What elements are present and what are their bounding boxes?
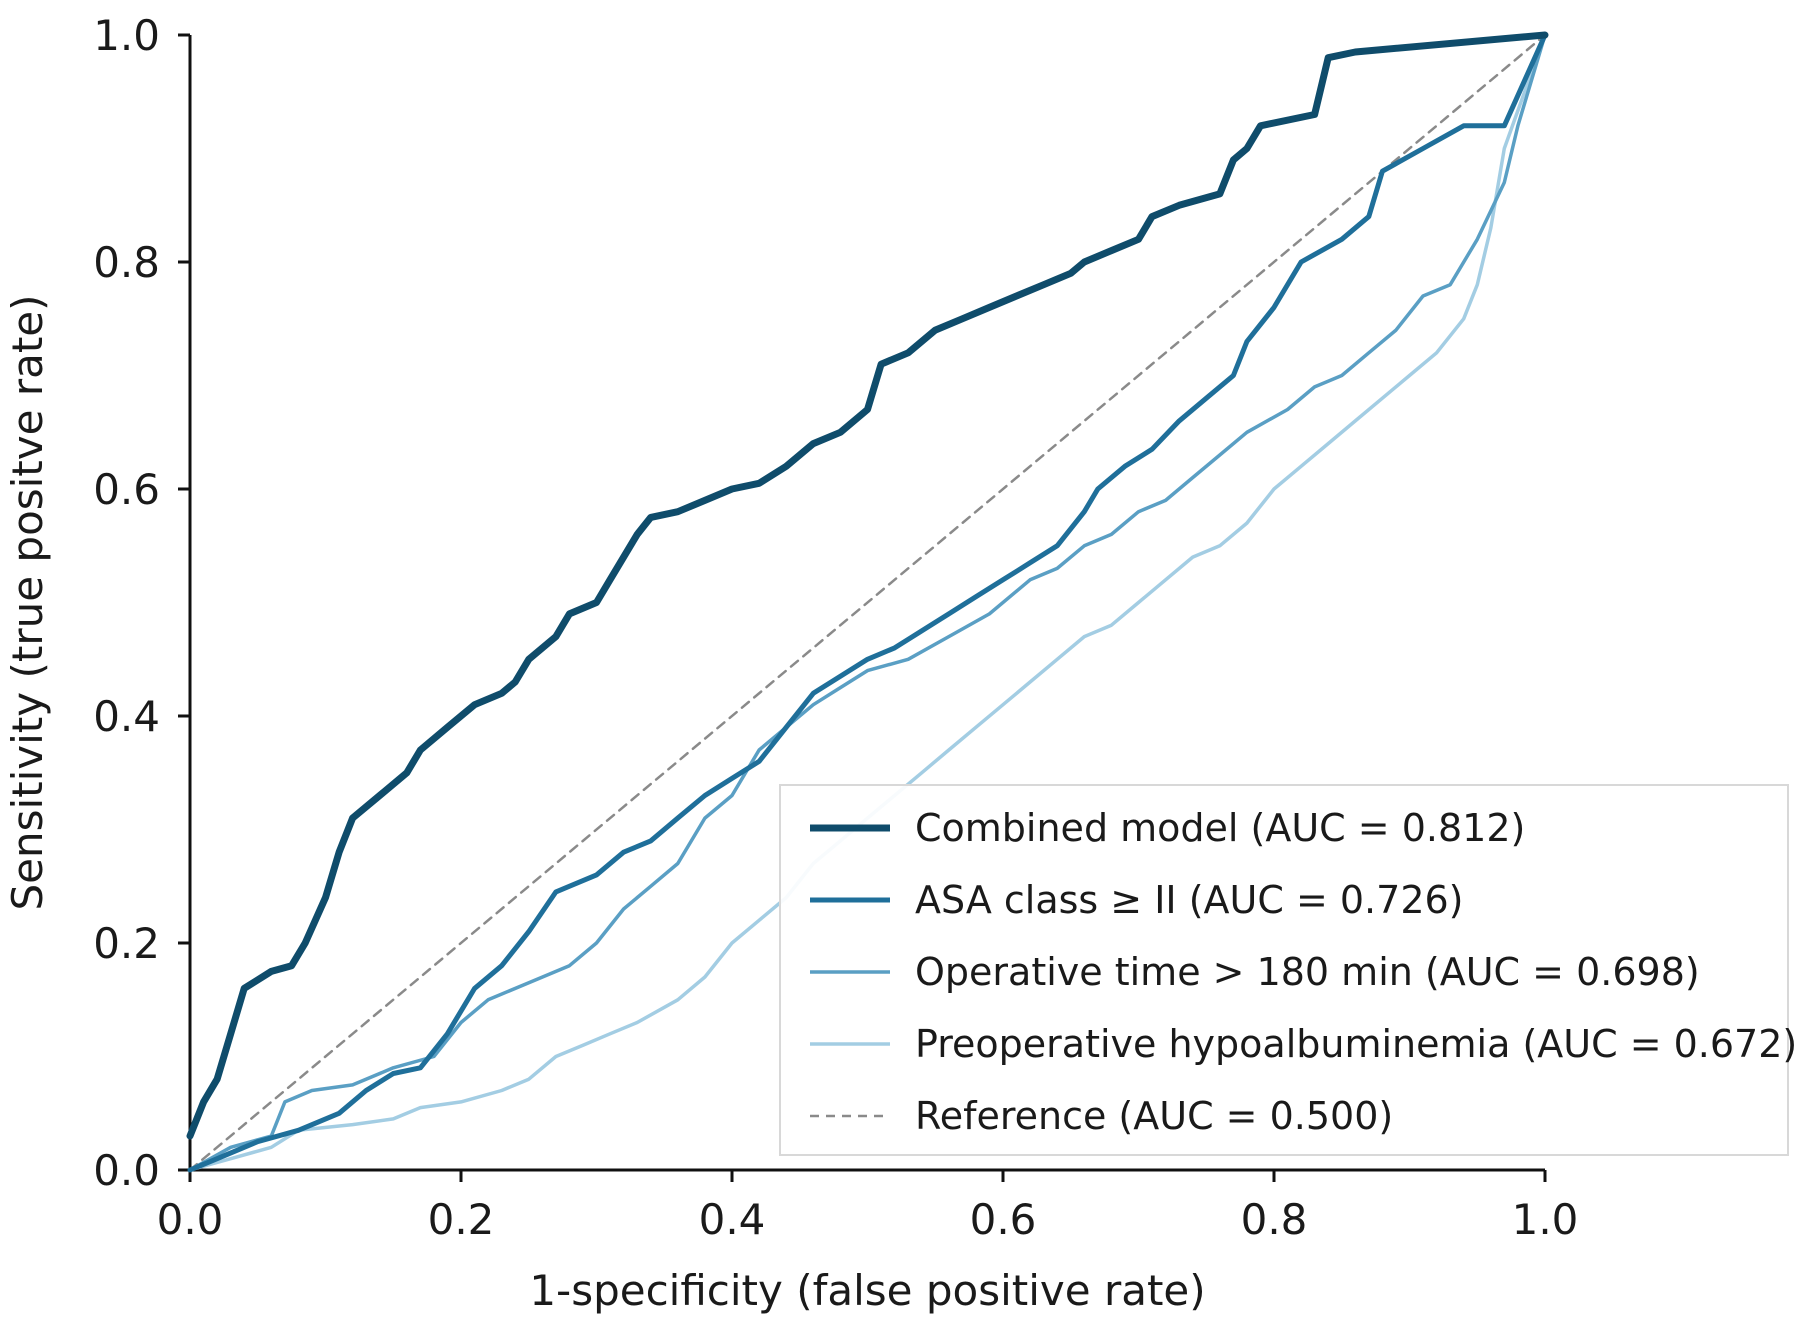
legend: Combined model (AUC = 0.812) ASA class ≥ … [779, 784, 1797, 1156]
legend-label-3: Preoperative hypoalbuminemia (AUC = 0.67… [915, 1022, 1797, 1066]
legend-label-2: Operative time > 180 min (AUC = 0.698) [915, 950, 1700, 994]
y-tick-label: 0.8 [93, 238, 160, 287]
axes: 0.0 0.2 0.4 0.6 0.8 1.0 0.0 0.2 0.4 0.6 0.8 1.0 [93, 11, 1578, 1244]
y-tick-label: 0.2 [93, 919, 160, 968]
legend-box [779, 784, 1789, 1156]
y-tick-label: 0.4 [93, 692, 160, 741]
x-tick-label: 0.0 [157, 1195, 224, 1244]
y-tick-label: 0.0 [93, 1146, 160, 1195]
legend-label-0: Combined model (AUC = 0.812) [915, 806, 1525, 850]
x-tick-label: 1.0 [1512, 1195, 1579, 1244]
series-line-3 [188, 33, 1547, 1172]
legend-label-1: ASA class ≥ II (AUC = 0.726) [915, 878, 1464, 922]
x-tick-label: 0.6 [970, 1195, 1037, 1244]
y-tick-label: 0.6 [93, 465, 160, 514]
x-axis-label: 1-specificity (false positive rate) [529, 1266, 1205, 1315]
x-tick-label: 0.4 [699, 1195, 766, 1244]
series-line-4 [188, 33, 1547, 1172]
legend-label-4: Reference (AUC = 0.500) [915, 1094, 1393, 1138]
x-tick-label: 0.2 [428, 1195, 495, 1244]
x-tick-label: 0.8 [1241, 1195, 1308, 1244]
series-line-0 [186, 31, 1549, 1140]
y-tick-label: 1.0 [93, 11, 160, 60]
series-layer [186, 31, 1549, 1173]
y-axis-label: Sensitivity (true positve rate) [3, 294, 52, 910]
series-line-2 [188, 33, 1547, 1172]
series-line-1 [187, 32, 1548, 1173]
